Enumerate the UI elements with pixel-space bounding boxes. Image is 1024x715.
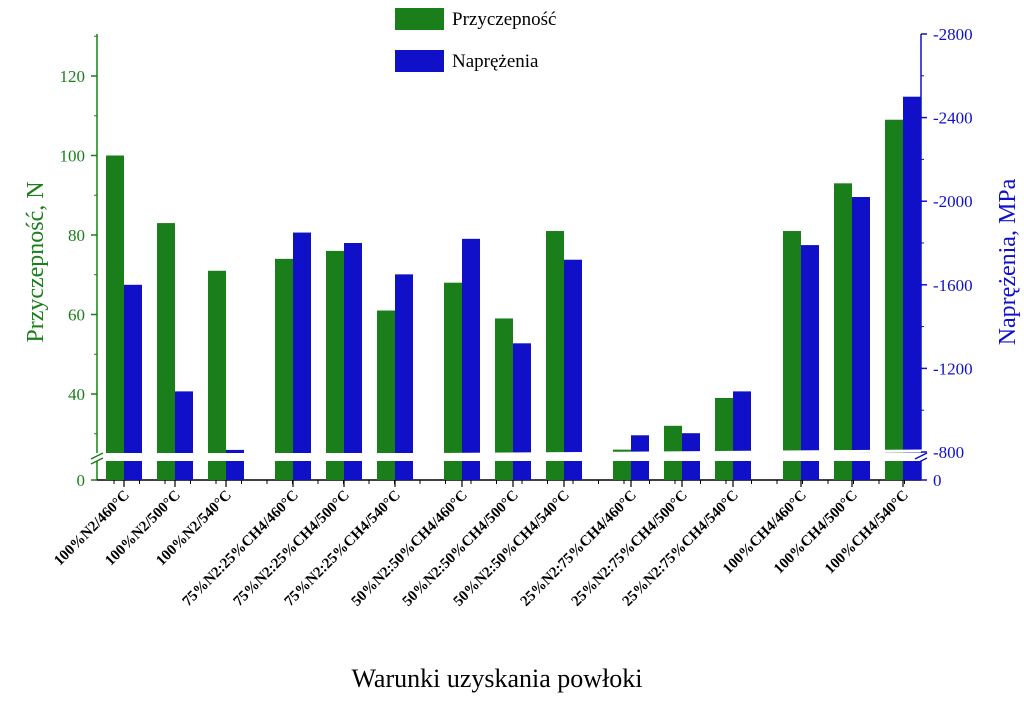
bar-przyczepnosc — [275, 258, 293, 480]
bar-naprezenia — [513, 343, 531, 480]
bar-naprezenia — [903, 96, 921, 480]
bar-przyczepnosc — [834, 183, 852, 480]
left-y-axis-label: Przyczepność, N — [23, 181, 49, 342]
axis-break-mark — [90, 457, 104, 465]
right-tick-label: -1600 — [933, 276, 973, 295]
bar-przyczepnosc — [783, 231, 801, 480]
right-tick-label: -2800 — [933, 25, 973, 44]
bar-naprezenia — [852, 197, 870, 480]
bar-naprezenia — [293, 232, 311, 480]
right-y-axis-label: Naprężenia, MPa — [995, 178, 1021, 345]
bar-przyczepnosc — [377, 310, 395, 480]
bar-przyczepnosc — [885, 119, 903, 480]
bar-naprezenia — [564, 259, 582, 480]
bar-naprezenia — [175, 391, 193, 480]
bars — [106, 96, 921, 480]
axis-break-band — [89, 453, 929, 461]
left-tick-label: 60 — [68, 306, 85, 325]
bar-naprezenia — [124, 284, 142, 480]
bar-naprezenia — [801, 245, 819, 480]
legend-label: Przyczepność — [452, 9, 556, 30]
bar-przyczepnosc — [208, 270, 226, 480]
right-tick-label: -2000 — [933, 192, 973, 211]
left-tick-label: 40 — [68, 385, 85, 404]
legend: Przyczepność Naprężenia — [395, 8, 556, 72]
bar-przyczepnosc — [106, 155, 124, 480]
axis-break-mark — [90, 452, 104, 460]
legend-swatch — [395, 50, 444, 72]
bar-przyczepnosc — [157, 223, 175, 480]
right-tick-label: -1200 — [933, 359, 973, 378]
axis-break-mark — [914, 457, 928, 465]
bar-przyczepnosc — [444, 282, 462, 480]
right-tick-label: -800 — [933, 443, 964, 462]
bar-naprezenia — [462, 238, 480, 480]
left-tick-label: 80 — [68, 226, 85, 245]
axis-breaks — [89, 449, 929, 465]
bar-naprezenia — [344, 243, 362, 480]
bar-naprezenia — [395, 274, 413, 480]
bar-naprezenia — [733, 391, 751, 480]
left-tick-label: 0 — [77, 471, 86, 490]
right-tick-label: -2400 — [933, 109, 973, 128]
left-tick-label: 100 — [60, 147, 86, 166]
bar-przyczepnosc — [546, 231, 564, 480]
x-axis-label: Warunki uzyskania powłoki — [351, 664, 642, 693]
bar-przyczepnosc — [326, 250, 344, 480]
bar-przyczepnosc — [715, 397, 733, 480]
right-tick-label: 0 — [933, 471, 942, 490]
legend-label: Naprężenia — [452, 51, 539, 72]
axis-break-white — [90, 449, 928, 459]
legend-swatch — [395, 8, 444, 30]
axis-break-mark — [914, 452, 928, 460]
bar-przyczepnosc — [495, 318, 513, 480]
left-tick-label: 120 — [60, 67, 86, 86]
